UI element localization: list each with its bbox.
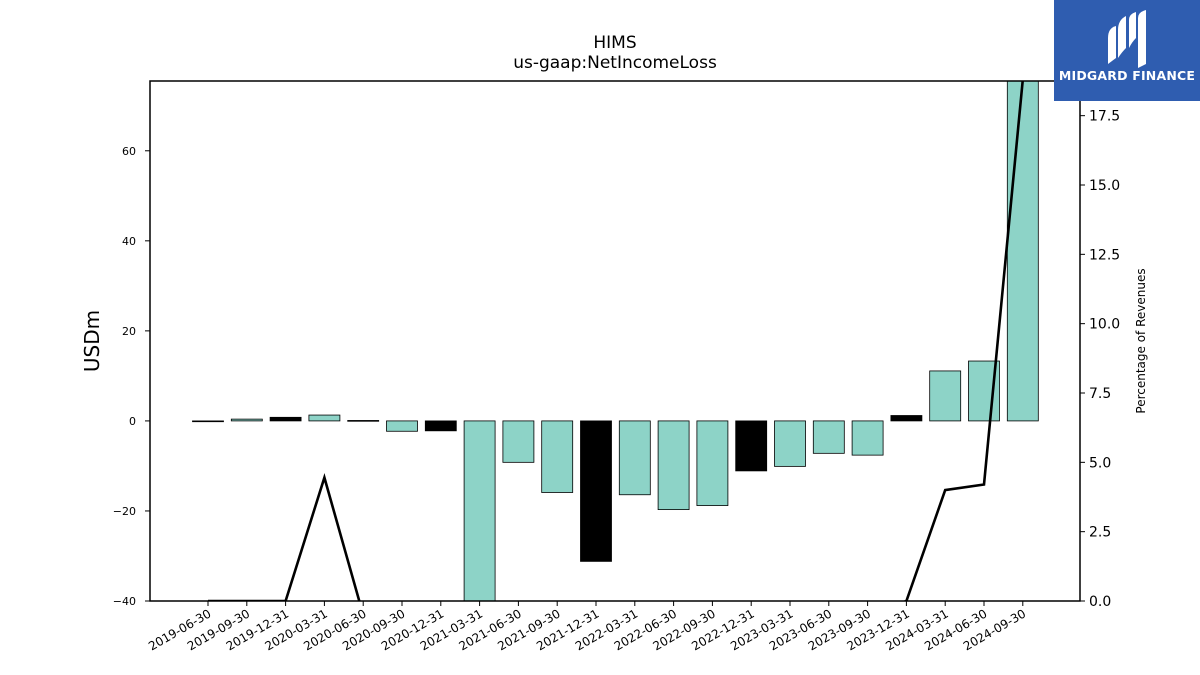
bar-2020-09-30	[386, 420, 418, 432]
chart-subtitle: us-gaap:NetIncomeLoss	[513, 53, 717, 73]
y2-tick-label: 15.0	[1089, 178, 1120, 194]
y-tick-label: 0	[129, 415, 136, 428]
chart-title: HIMS	[593, 33, 636, 53]
logo-text: MIDGARD FINANCE	[1058, 68, 1196, 83]
line-segment-0	[208, 473, 361, 601]
bar-2024-03-31	[929, 370, 962, 422]
y2-tick-label: 7.5	[1089, 386, 1111, 402]
bar-2020-03-31	[308, 414, 341, 422]
y2-tick-label: 17.5	[1089, 109, 1120, 125]
bar-2023-09-30	[851, 420, 884, 456]
bar-2021-12-31	[580, 420, 612, 562]
bar-2022-12-31	[735, 420, 768, 472]
y-axis-label: USDm	[80, 310, 104, 372]
bar-2021-06-30	[502, 420, 535, 463]
bar-2022-09-30	[696, 420, 729, 506]
y2-tick-label: 5.0	[1089, 455, 1111, 471]
brand-logo: MIDGARD FINANCE	[1054, 0, 1200, 101]
bar-2023-12-31	[890, 415, 923, 422]
bar-2021-03-31	[463, 420, 496, 601]
bar-2022-06-30	[657, 420, 690, 511]
bar-2024-09-30	[1006, 81, 1039, 422]
y-tick-label: −40	[113, 595, 136, 608]
logo-mark-icon	[1108, 10, 1146, 68]
plot-frame	[149, 80, 1081, 602]
bar-2019-06-30	[192, 420, 224, 423]
bar-2021-09-30	[541, 420, 574, 493]
y-tick-label: 40	[122, 235, 136, 248]
bar-2020-12-31	[424, 420, 457, 432]
y-tick-label: 60	[122, 145, 136, 158]
bar-2020-06-30	[347, 420, 380, 422]
bar-2019-12-31	[269, 416, 302, 422]
bar-2023-06-30	[812, 420, 845, 454]
bar-2022-03-31	[618, 420, 651, 496]
y2-axis-label: Percentage of Revenues	[1134, 268, 1148, 413]
line-segment-1	[902, 81, 1024, 601]
y2-tick-label: 0.0	[1089, 594, 1111, 610]
y2-tick-label: 12.5	[1089, 247, 1120, 263]
y-tick-label: 20	[122, 325, 136, 338]
bar-2019-09-30	[230, 418, 263, 422]
bar-2023-03-31	[774, 420, 806, 467]
y2-tick-label: 2.5	[1089, 525, 1111, 541]
y2-tick-label: 10.0	[1089, 317, 1120, 333]
y-tick-label: −20	[113, 505, 136, 518]
